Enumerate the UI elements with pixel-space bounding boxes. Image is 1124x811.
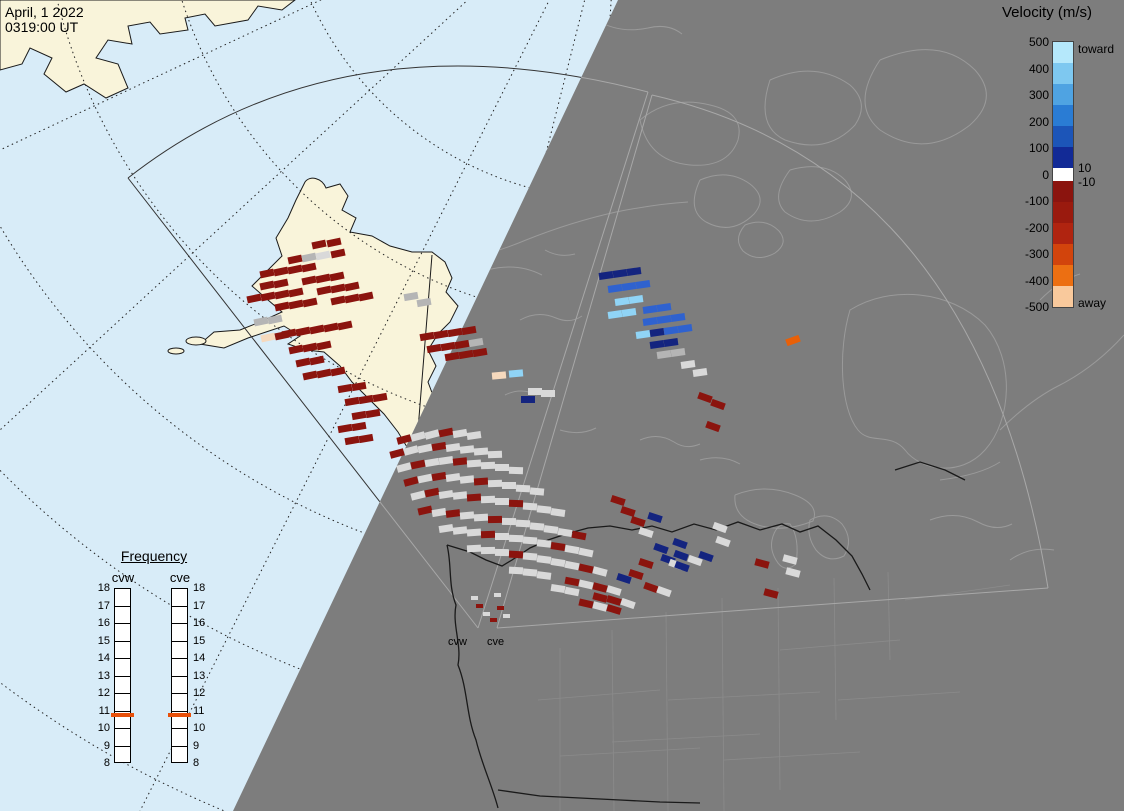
velocity-tick-label: -500: [1024, 300, 1049, 314]
ladder-rung: [115, 605, 130, 607]
colorbar-segment: [1053, 265, 1073, 286]
frequency-tick-label: 11: [193, 704, 205, 717]
near-zero-neg-label: -10: [1078, 175, 1096, 189]
frequency-tick-label: 9: [193, 739, 200, 752]
colorbar-segment: [1053, 286, 1073, 307]
velocity-colorbar: [1052, 41, 1074, 308]
velocity-tick-label: -400: [1024, 273, 1049, 288]
ladder-rung: [115, 728, 130, 729]
colorbar-segment: [1053, 126, 1073, 147]
date-label: April, 1 2022: [5, 4, 84, 20]
frequency-tick-label: 13: [97, 669, 110, 682]
ladder-rung: [172, 640, 187, 642]
ladder-rung: [172, 728, 187, 729]
colorbar-segment: [1053, 181, 1073, 202]
frequency-tick-label: 12: [193, 687, 206, 699]
frequency-tick-label: 10: [193, 722, 206, 734]
land-siberia: [0, 0, 297, 99]
away-label: away: [1078, 296, 1107, 310]
frequency-tick-label: 16: [97, 617, 110, 629]
ladder-rung: [115, 745, 130, 747]
colorbar-segment: [1053, 147, 1073, 168]
colorbar-segment: [1053, 202, 1073, 223]
frequency-tick-label: 10: [97, 722, 110, 734]
ladder-rung: [172, 605, 187, 607]
frequency-tick-label: 17: [97, 599, 110, 612]
ladder-rung: [115, 693, 130, 694]
frequency-tick-label: 9: [103, 739, 110, 752]
colorbar-segment: [1053, 63, 1073, 84]
velocity-tick-label: 200: [1028, 114, 1049, 129]
ladder-rung: [172, 693, 187, 694]
velocity-tick-label: 500: [1028, 35, 1049, 49]
velocity-tick-label: -100: [1024, 194, 1049, 208]
frequency-marker-cvw: [111, 713, 134, 717]
frequency-tick-label: 15: [97, 634, 110, 647]
night-black-coast: [446, 461, 966, 809]
frequency-tick-label: 13: [193, 669, 206, 682]
frequency-column-cve: cve: [169, 570, 191, 585]
colorbar-zero-gap: [1053, 168, 1073, 181]
velocity-legend-title: Velocity (m/s): [1002, 4, 1093, 21]
velocity-tick-label: -300: [1024, 247, 1049, 261]
colorbar-segment: [1053, 42, 1073, 63]
frequency-tick-label: 11: [98, 704, 110, 717]
frequency-ladder-cve: [171, 588, 188, 763]
frequency-tick-label: 16: [193, 617, 206, 629]
frequency-column-cvw: cvw: [111, 570, 135, 585]
near-zero-pos-label: 10: [1078, 161, 1092, 175]
ladder-rung: [115, 658, 130, 659]
aleutian-island: [167, 347, 185, 355]
ladder-rung: [172, 623, 187, 624]
colorbar-segment: [1053, 244, 1073, 265]
frequency-tick-label: 15: [193, 634, 206, 647]
colorbar-segment: [1053, 105, 1073, 126]
ladder-rung: [115, 623, 130, 624]
velocity-tick-label: 400: [1028, 61, 1049, 76]
frequency-tick-label: 14: [193, 652, 206, 664]
toward-label: toward: [1078, 42, 1115, 56]
frequency-tick-label: 8: [103, 757, 110, 769]
ladder-rung: [115, 710, 130, 712]
frequency-tick-label: 18: [97, 582, 110, 594]
velocity-tick-label: -200: [1024, 220, 1049, 235]
frequency-tick-label: 14: [97, 652, 110, 664]
ladder-rung: [172, 710, 187, 712]
frequency-tick-label: 12: [97, 687, 110, 699]
frequency-ladder-cvw: [114, 588, 131, 763]
ladder-rung: [172, 658, 187, 659]
colorbar-segment: [1053, 223, 1073, 244]
alaska-canada-border: [417, 254, 433, 431]
aleutian-island: [185, 336, 207, 346]
frequency-tick-label: 18: [193, 582, 206, 594]
frequency-tick-label: 8: [193, 757, 200, 769]
velocity-tick-label: 0: [1042, 167, 1049, 182]
frequency-marker-cve: [168, 713, 191, 717]
ladder-rung: [115, 640, 130, 642]
colorbar-segment: [1053, 84, 1073, 105]
radar-site-label-cvw: cvw: [448, 636, 467, 648]
frequency-tick-label: 17: [193, 599, 206, 612]
ladder-rung: [172, 745, 187, 747]
ladder-rung: [115, 675, 130, 677]
frequency-legend-title: Frequency: [120, 548, 188, 564]
velocity-tick-label: 100: [1028, 141, 1049, 155]
time-label: 0319:00 UT: [5, 19, 79, 35]
ladder-rung: [172, 675, 187, 677]
radar-site-label-cve: cve: [487, 636, 505, 648]
velocity-tick-label: 300: [1028, 88, 1049, 102]
